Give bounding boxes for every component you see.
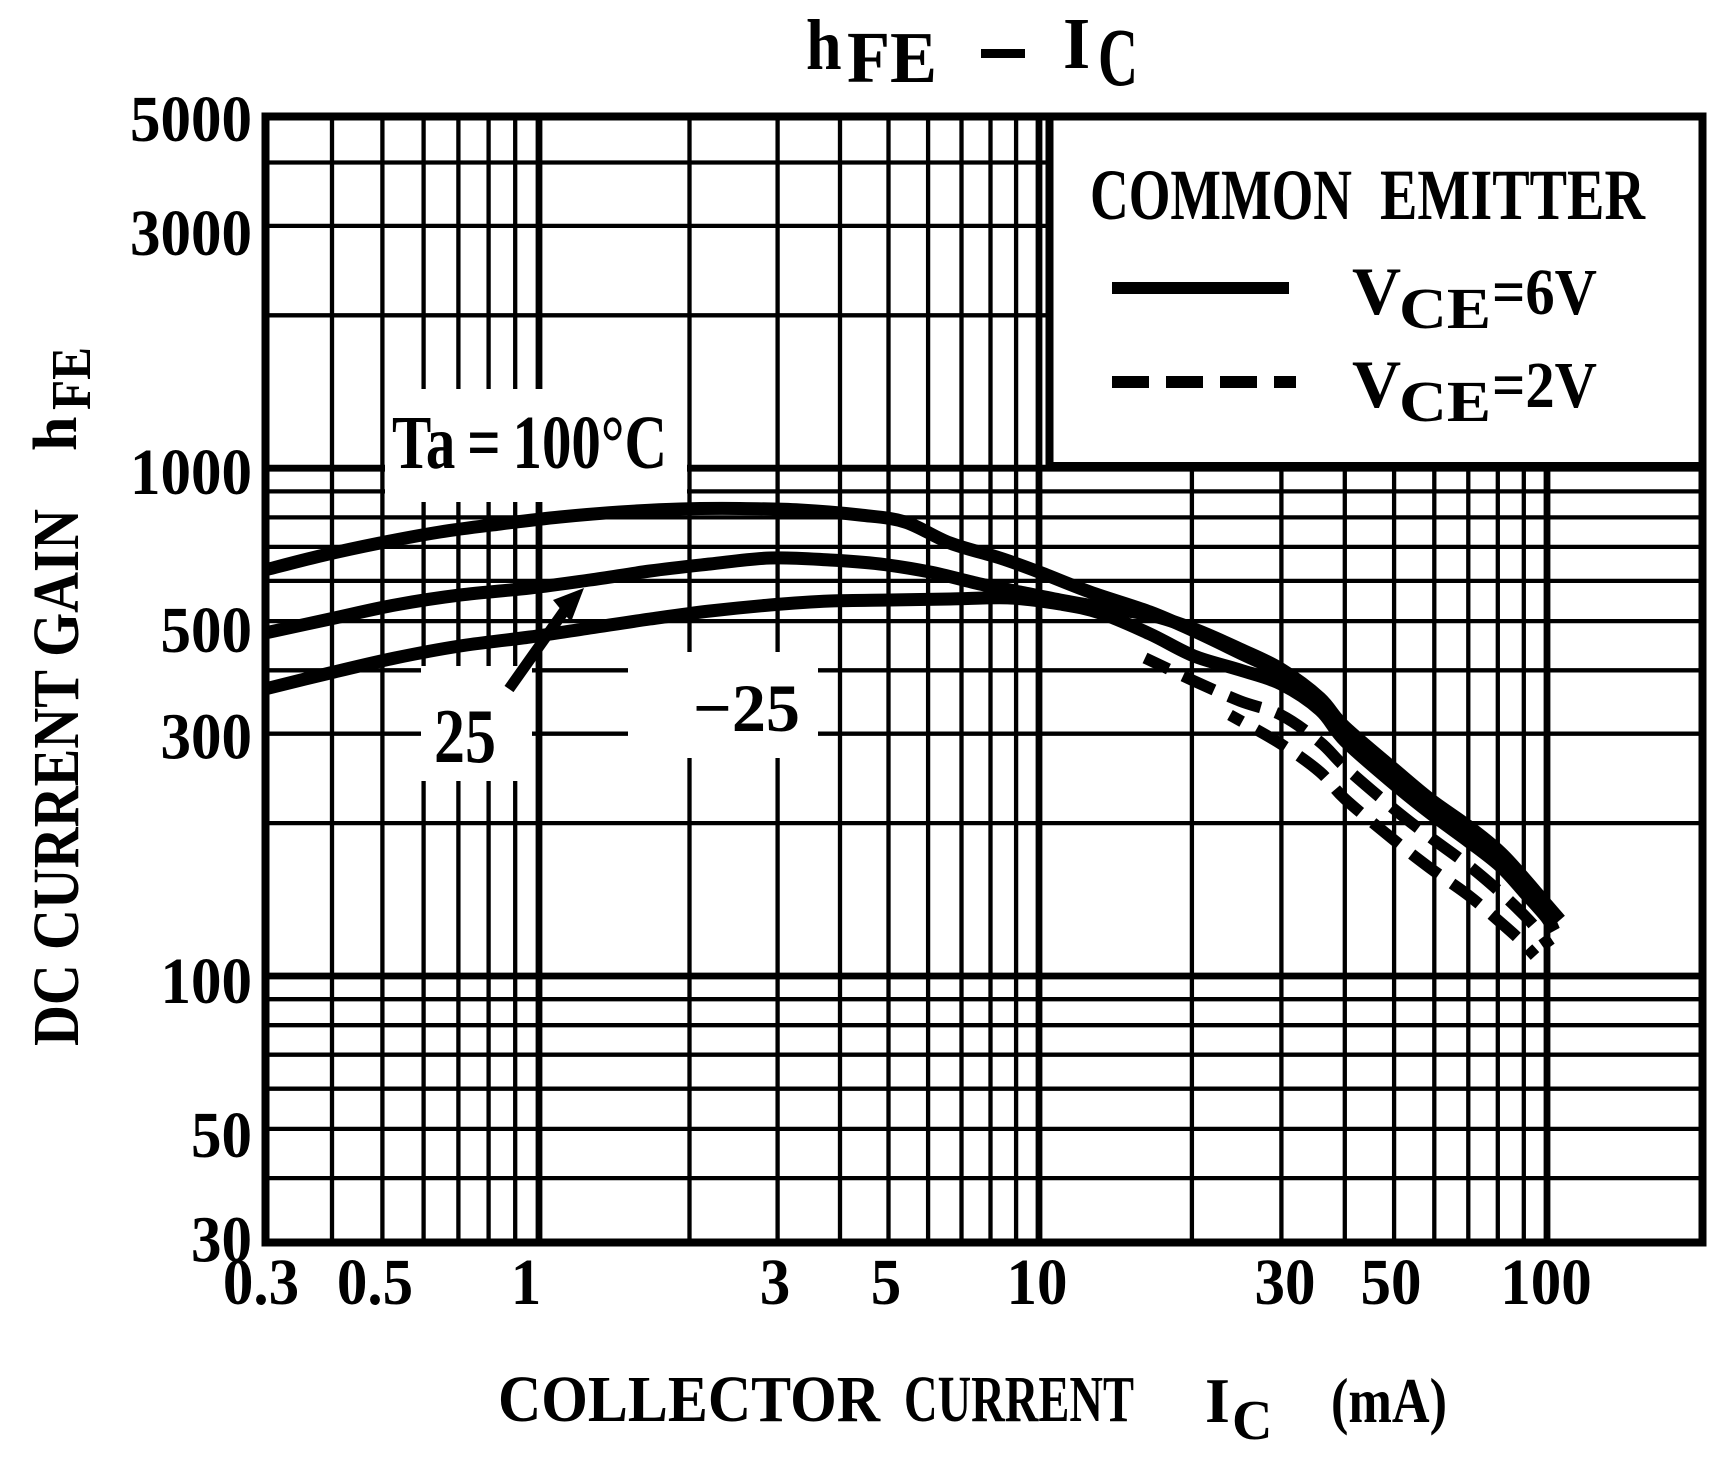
svg-text:C: C: [1232, 1390, 1272, 1452]
svg-text:(mA): (mA): [1331, 1365, 1447, 1436]
svg-text:100: 100: [161, 944, 252, 1018]
svg-text:I: I: [1205, 1365, 1230, 1436]
svg-text:5000: 5000: [130, 82, 252, 156]
svg-text:1: 1: [511, 1245, 541, 1319]
svg-text:10: 10: [1007, 1245, 1068, 1319]
svg-text:COMMON: COMMON: [1090, 155, 1352, 235]
svg-text:5: 5: [871, 1245, 901, 1319]
svg-text:0.5: 0.5: [337, 1245, 413, 1319]
svg-text:0.3: 0.3: [223, 1245, 299, 1319]
svg-text:500: 500: [161, 593, 252, 667]
svg-text:CURRENT: CURRENT: [904, 1363, 1134, 1436]
svg-text:100: 100: [1500, 1245, 1591, 1319]
svg-text:50: 50: [1361, 1245, 1422, 1319]
svg-text:30: 30: [1255, 1245, 1316, 1319]
svg-text:30: 30: [191, 1202, 252, 1276]
svg-text:1000: 1000: [130, 435, 252, 509]
svg-text:300: 300: [161, 699, 252, 773]
svg-text:=2V: =2V: [1492, 349, 1597, 422]
svg-text:FE: FE: [41, 347, 103, 410]
svg-text:DC CURRENT GAIN: DC CURRENT GAIN: [20, 509, 93, 1046]
svg-text:h: h: [806, 5, 842, 85]
svg-text:h: h: [22, 417, 90, 451]
svg-text:3000: 3000: [130, 196, 252, 270]
svg-text:25: 25: [434, 694, 496, 780]
svg-text:EMITTER: EMITTER: [1380, 155, 1646, 235]
svg-text:V: V: [1352, 346, 1401, 422]
svg-text:−25: −25: [693, 671, 800, 746]
svg-text:CE: CE: [1399, 369, 1491, 434]
svg-text:=6V: =6V: [1492, 256, 1597, 329]
svg-text:50: 50: [191, 1098, 252, 1172]
svg-text:3: 3: [760, 1245, 790, 1319]
svg-text:I: I: [1063, 2, 1090, 84]
svg-text:V: V: [1352, 253, 1401, 329]
svg-text:CE: CE: [1399, 276, 1491, 341]
svg-text:C: C: [1098, 11, 1138, 103]
svg-text:Ta = 100°C: Ta = 100°C: [392, 401, 667, 485]
svg-text:FE: FE: [847, 18, 937, 99]
svg-text:COLLECTOR: COLLECTOR: [498, 1363, 881, 1436]
